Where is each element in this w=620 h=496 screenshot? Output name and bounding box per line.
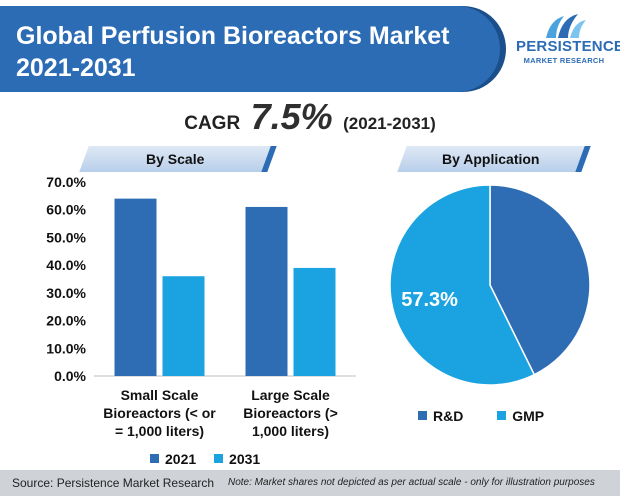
legend-swatch-2021 (150, 454, 159, 463)
y-tick-label: 70.0% (46, 174, 86, 190)
pie-data-label: 57.3% (401, 289, 458, 311)
x-tick-label: = 1,000 liters) (115, 423, 204, 439)
legend-item-2031: 2031 (214, 451, 260, 467)
title-line-1: Global Perfusion Bioreactors Market (16, 22, 450, 50)
logo-word-1: PERSISTENCE (516, 38, 620, 55)
y-tick-label: 60.0% (46, 202, 86, 218)
bar-2021 (114, 198, 157, 376)
bar-legend: 2021 2031 (150, 451, 274, 467)
x-tick-label: Small Scale (121, 387, 199, 403)
x-tick-label: Bioreactors (< or (103, 405, 216, 421)
logo-word-2: MARKET RESEARCH (523, 56, 605, 65)
y-tick-label: 50.0% (46, 229, 86, 245)
section-by-scale-label: By Scale (145, 151, 205, 167)
section-by-application: By Application (397, 146, 591, 172)
persistence-logo: PERSISTENCE MARKET RESEARCH (516, 12, 620, 78)
title-banner: Global Perfusion Bioreactors Market 2021… (0, 6, 500, 92)
bar-2031 (162, 276, 205, 376)
logo-mark-icon (546, 14, 586, 38)
page-title: Global Perfusion Bioreactors Market 2021… (16, 20, 486, 84)
y-tick-label: 20.0% (46, 313, 86, 329)
legend-swatch-rd (418, 411, 427, 420)
y-tick-label: 0.0% (54, 368, 86, 384)
cagr-period: (2021-2031) (343, 114, 436, 133)
legend-item-2021: 2021 (150, 451, 196, 467)
y-tick-label: 40.0% (46, 257, 86, 273)
x-tick-label: Large Scale (251, 387, 330, 403)
bar-2021 (245, 206, 288, 376)
pie-chart: 57.3% (389, 184, 591, 386)
bar-2031 (293, 267, 336, 376)
x-tick-label: 1,000 liters) (252, 423, 329, 439)
y-tick-label: 30.0% (46, 285, 86, 301)
pie-legend: R&D GMP (418, 408, 558, 424)
footer: Source: Persistence Market Research Note… (0, 470, 620, 496)
x-tick-label: Bioreactors (> (243, 405, 338, 421)
section-by-application-label: By Application (442, 151, 540, 167)
footer-source: Source: Persistence Market Research (12, 476, 215, 490)
cagr-value: 7.5% (250, 96, 333, 137)
footer-note: Note: Market shares not depicted as per … (228, 477, 595, 488)
legend-item-rd: R&D (418, 408, 463, 424)
cagr-label: CAGR (184, 113, 241, 134)
legend-label-2031: 2031 (229, 451, 261, 467)
legend-label-rd: R&D (433, 408, 464, 424)
legend-item-gmp: GMP (497, 408, 544, 424)
y-tick-label: 10.0% (46, 340, 86, 356)
legend-label-2021: 2021 (165, 451, 197, 467)
title-line-2: 2021-2031 (16, 54, 136, 82)
legend-label-gmp: GMP (512, 408, 545, 424)
bar-chart: 0.0% 10.0% 20.0% 30.0% 40.0% 50.0% 60.0% 70.0% S… (46, 174, 356, 439)
section-by-scale: By Scale (79, 146, 277, 172)
pie-slice-r-d (489, 184, 591, 376)
cagr-callout: CAGR 7.5% (2021-2031) (0, 96, 620, 138)
legend-swatch-2031 (214, 454, 224, 463)
legend-swatch-gmp (497, 411, 507, 420)
pie-slice-gmp (389, 184, 536, 386)
